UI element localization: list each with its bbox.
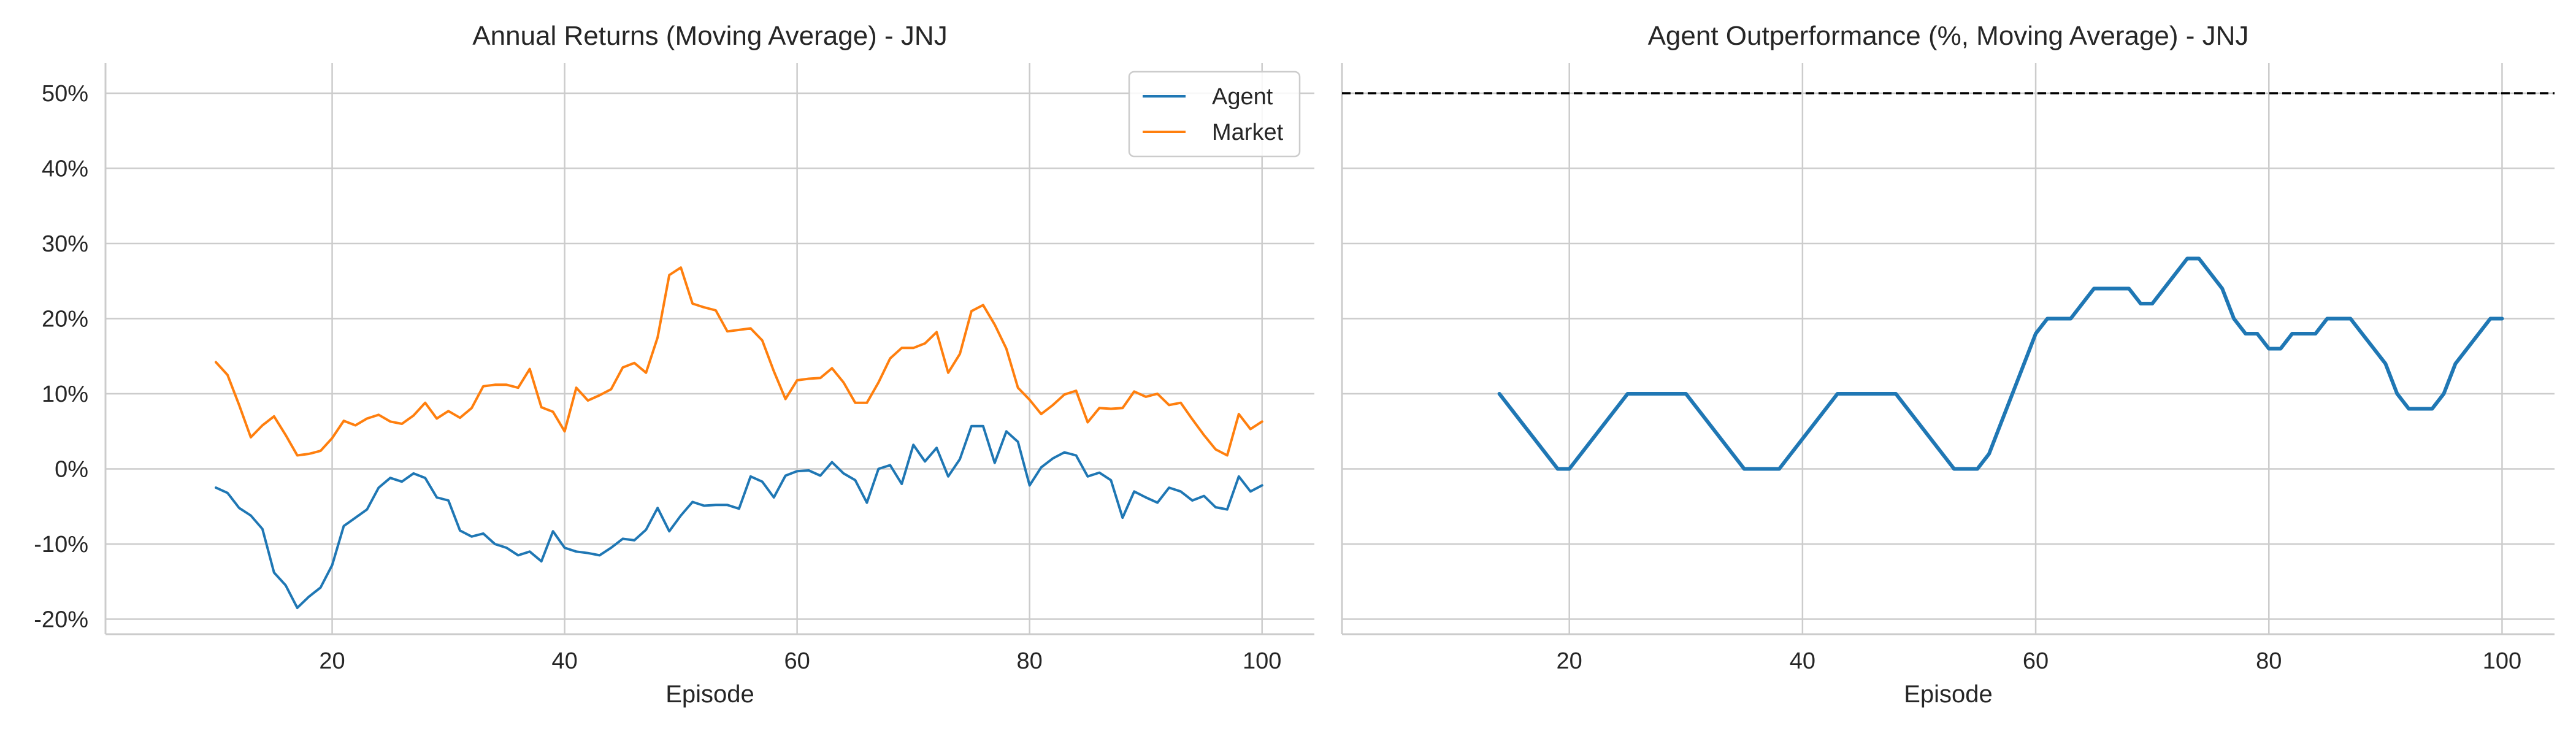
annual-returns-panel: 20 40 60 80 100 -20% -10% 0% 10% 20% 30% 40% 50% Annu… <box>34 21 1314 708</box>
series-line-market <box>215 266 1263 457</box>
x-axis-label: Episode <box>1904 681 1993 708</box>
y-tick-label: -10% <box>34 532 88 558</box>
series-line-agent <box>215 424 1263 610</box>
legend-label-agent: Agent <box>1212 84 1273 110</box>
x-tick-label: 100 <box>2483 648 2521 674</box>
legend-box <box>1128 71 1301 158</box>
x-tick-label: 60 <box>2023 648 2049 674</box>
outperformance-panel: 20 40 60 80 100 Agent Outperformance (%, Movi… <box>1341 21 2555 708</box>
y-tick-label: 40% <box>42 156 88 182</box>
y-tick-label: 0% <box>55 457 88 483</box>
x-tick-label: 60 <box>784 648 810 674</box>
y-tick-label: 50% <box>42 81 88 107</box>
x-tick-label: 100 <box>1243 648 1281 674</box>
x-axis-label: Episode <box>665 681 754 708</box>
series-line-outperformance <box>1497 256 2504 471</box>
y-tick-label: -20% <box>34 607 88 633</box>
chart-title: Annual Returns (Moving Average) - JNJ <box>472 21 947 51</box>
chart-title: Agent Outperformance (%, Moving Average)… <box>1648 21 2249 51</box>
y-tick-label: 20% <box>42 307 88 332</box>
x-tick-label: 20 <box>1557 648 1582 674</box>
x-tick-label: 20 <box>319 648 345 674</box>
x-tick-label: 40 <box>551 648 577 674</box>
legend: Agent Market <box>1128 71 1301 158</box>
x-tick-label: 80 <box>2256 648 2282 674</box>
x-tick-label: 40 <box>1790 648 1815 674</box>
y-tick-label: 10% <box>42 381 88 407</box>
legend-label-market: Market <box>1212 120 1284 145</box>
x-tick-label: 80 <box>1017 648 1043 674</box>
y-tick-label: 30% <box>42 231 88 257</box>
